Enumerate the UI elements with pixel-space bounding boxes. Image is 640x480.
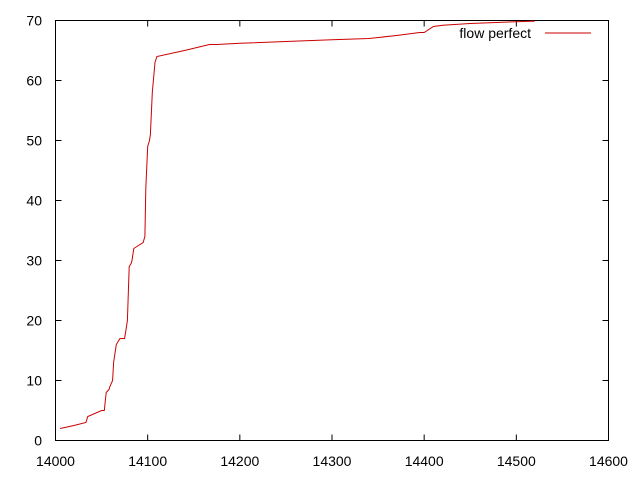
y-tick-label: 20 bbox=[26, 313, 42, 329]
x-tick-label: 14000 bbox=[36, 453, 75, 469]
x-tick-label: 14600 bbox=[589, 453, 628, 469]
y-tick-label: 50 bbox=[26, 133, 42, 149]
x-tick-label: 14500 bbox=[497, 453, 536, 469]
axis-ticks bbox=[55, 20, 609, 441]
x-tick-label: 14100 bbox=[128, 453, 167, 469]
legend-label: flow perfect bbox=[459, 25, 531, 41]
legend: flow perfect bbox=[459, 25, 591, 41]
y-tick-label: 10 bbox=[26, 373, 42, 389]
x-tick-label: 14300 bbox=[313, 453, 352, 469]
axis-tick-labels: 14000 14100 14200 14300 14400 14500 14600 0 10 20… bbox=[26, 13, 628, 470]
plot-frame bbox=[55, 20, 609, 441]
series-layer bbox=[59, 20, 535, 429]
y-tick-label: 0 bbox=[34, 433, 42, 449]
x-tick-label: 14400 bbox=[405, 453, 444, 469]
y-tick-label: 60 bbox=[26, 73, 42, 89]
series-line bbox=[59, 20, 535, 429]
y-tick-label: 70 bbox=[26, 13, 42, 29]
x-tick-label: 14200 bbox=[220, 453, 259, 469]
y-tick-label: 30 bbox=[26, 253, 42, 269]
y-tick-label: 40 bbox=[26, 193, 42, 209]
